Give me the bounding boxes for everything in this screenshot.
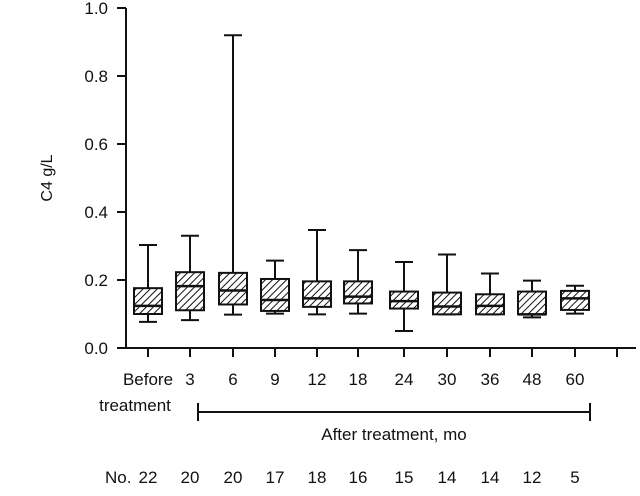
x-tick-label: 12 (308, 370, 327, 389)
box-3 (175, 234, 205, 322)
box-24 (389, 260, 419, 332)
boxes (133, 34, 590, 332)
n-count: 20 (224, 468, 243, 487)
iqr-box (302, 280, 332, 308)
y-tick-label: 0.8 (84, 67, 108, 86)
n-count: 15 (395, 468, 414, 487)
n-count: 20 (181, 468, 200, 487)
iqr-box (560, 289, 590, 311)
box-12 (302, 229, 332, 316)
x-tick-label: 60 (566, 370, 585, 389)
n-label: No. (105, 468, 131, 487)
n-count: 17 (266, 468, 285, 487)
box-48 (517, 279, 547, 319)
iqr-box (517, 290, 547, 316)
box-18 (343, 249, 373, 315)
y-tick-label: 0.0 (84, 339, 108, 358)
box-30 (432, 253, 462, 316)
box-9 (260, 259, 290, 315)
y-tick-label: 0.6 (84, 135, 108, 154)
y-tick-label: 0.2 (84, 271, 108, 290)
iqr-box (260, 277, 290, 312)
box-6 (218, 34, 248, 316)
iqr-box (133, 287, 163, 316)
iqr-box (432, 291, 462, 316)
n-count: 22 (139, 468, 158, 487)
box-60 (560, 284, 590, 315)
n-count: 14 (438, 468, 457, 487)
x-tick-label: 24 (395, 370, 414, 389)
x-tick-label: 30 (438, 370, 457, 389)
box-36 (475, 272, 505, 316)
x-tick-label: 48 (523, 370, 542, 389)
y-tick-label: 0.4 (84, 203, 108, 222)
n-count: 18 (308, 468, 327, 487)
n-count: 5 (570, 468, 579, 487)
iqr-box (343, 280, 373, 305)
n-count: 14 (481, 468, 500, 487)
y-axis-label: C4 g/L (39, 154, 56, 201)
group-label: After treatment, mo (321, 425, 467, 444)
n-count: 16 (349, 468, 368, 487)
x-tick-label: 36 (481, 370, 500, 389)
iqr-box (175, 271, 205, 312)
n-count: 12 (523, 468, 542, 487)
x-tick-label: Before (123, 370, 173, 389)
iqr-box (475, 293, 505, 316)
x-tick-label: 6 (228, 370, 237, 389)
y-tick-label: 1.0 (84, 0, 108, 18)
x-tick-label: 9 (270, 370, 279, 389)
axes (117, 7, 636, 421)
iqr-box (218, 271, 248, 306)
x-tick-label: 18 (349, 370, 368, 389)
category-sublabel: treatment (99, 396, 171, 415)
box-Before (133, 243, 163, 323)
x-tick-label: 3 (185, 370, 194, 389)
